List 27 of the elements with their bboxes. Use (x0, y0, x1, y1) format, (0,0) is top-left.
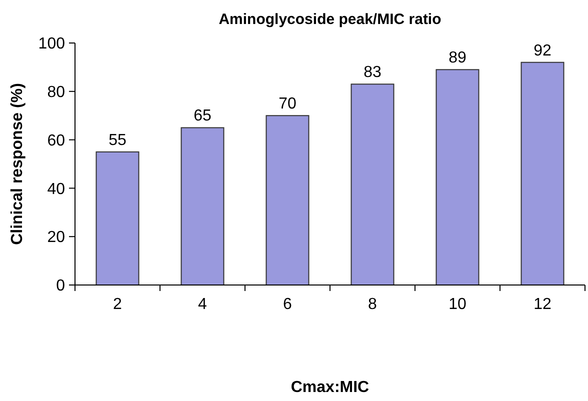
x-tick-label: 2 (113, 296, 122, 313)
y-axis-title: Clinical response (%) (9, 83, 26, 245)
bar (436, 69, 480, 286)
x-tick-label: 6 (283, 296, 292, 313)
x-tick-label: 4 (198, 296, 208, 313)
x-tick-label: 10 (448, 296, 466, 313)
x-axis-title: Cmax:MIC (290, 379, 370, 396)
x-tick-label: 8 (368, 296, 378, 313)
x-tick-label: 12 (534, 296, 552, 313)
bar (266, 115, 310, 286)
data-label: 83 (364, 64, 382, 82)
y-tick-label: 0 (56, 278, 66, 295)
data-label: 89 (448, 50, 466, 67)
y-tick-label: 80 (47, 84, 66, 101)
data-label: 92 (534, 42, 552, 60)
y-tick-label: 60 (47, 132, 66, 150)
data-label: 65 (194, 108, 212, 125)
bar (180, 127, 224, 286)
y-tick-label: 20 (47, 229, 66, 246)
data-label: 70 (278, 96, 296, 113)
bar (520, 62, 564, 286)
data-label: 55 (108, 132, 126, 149)
chart-title: Aminoglycoside peak/MIC ratio (218, 11, 442, 28)
y-tick-label: 100 (38, 36, 66, 53)
bar (96, 151, 140, 286)
bar (350, 84, 394, 286)
y-tick-label: 40 (47, 180, 66, 198)
